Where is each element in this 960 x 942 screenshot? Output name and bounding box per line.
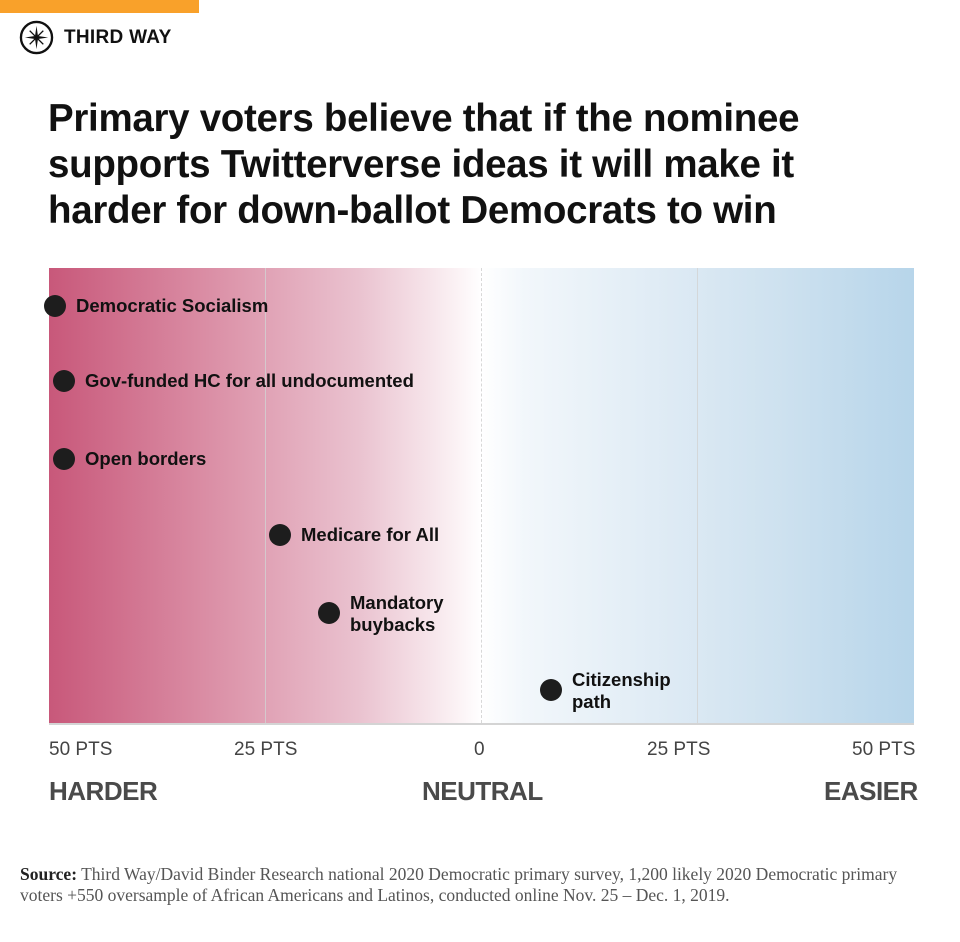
point-label: Medicare for All	[301, 524, 440, 545]
tick-label: 50 PTS	[49, 739, 113, 760]
data-point: Democratic Socialism	[44, 295, 268, 317]
category-neutral: NEUTRAL	[422, 776, 543, 806]
title-line: harder for down-ballot Democrats to win	[48, 189, 777, 232]
data-point: Open borders	[53, 448, 206, 470]
point-label: Gov-funded HC for all undocumented	[85, 370, 414, 391]
data-point: Mandatory buybacks	[318, 592, 444, 636]
chart-title: Primary voters believe that if the nomin…	[48, 96, 928, 234]
source-label: Source:	[20, 864, 78, 884]
category-easier: EASIER	[824, 776, 918, 806]
x-axis-categories: HARDER NEUTRAL EASIER	[0, 776, 960, 810]
x-axis-ticks: 50 PTS 25 PTS 0 25 PTS 50 PTS	[0, 739, 960, 765]
brand-logo: THIRD WAY	[19, 20, 172, 55]
dot-marker	[53, 448, 75, 470]
dot-marker	[269, 524, 291, 546]
dot-marker	[318, 602, 340, 624]
plot-area: Democratic Socialism Gov-funded HC for a…	[44, 268, 914, 725]
dot-marker	[53, 370, 75, 392]
tick-label: 25 PTS	[647, 739, 711, 760]
brand-name: THIRD WAY	[64, 26, 172, 48]
data-point: Medicare for All	[269, 524, 439, 546]
data-point: Citizenship path	[540, 669, 671, 713]
dot-marker	[44, 295, 66, 317]
gridline-minus-25	[265, 268, 266, 723]
compass-icon	[19, 20, 54, 55]
data-point: Gov-funded HC for all undocumented	[53, 370, 414, 392]
category-harder: HARDER	[49, 776, 158, 806]
brand-accent-bar	[0, 0, 199, 13]
title-line: Primary voters believe that if the nomin…	[48, 97, 800, 140]
gridline-zero	[481, 268, 483, 723]
tick-label: 0	[474, 739, 485, 760]
source-text: Third Way/David Binder Research national…	[20, 864, 898, 905]
tick-label: 50 PTS	[852, 739, 916, 760]
source-note: Source: Third Way/David Binder Research …	[20, 864, 940, 906]
title-line: supports Twitterverse ideas it will make…	[48, 143, 794, 186]
point-label: Mandatory buybacks	[350, 592, 444, 635]
dot-marker	[540, 679, 562, 701]
point-label: Citizenship path	[572, 669, 671, 712]
point-label: Democratic Socialism	[76, 295, 269, 316]
point-label: Open borders	[85, 448, 207, 469]
gridline-plus-25	[697, 268, 698, 723]
tick-label: 25 PTS	[234, 739, 298, 760]
